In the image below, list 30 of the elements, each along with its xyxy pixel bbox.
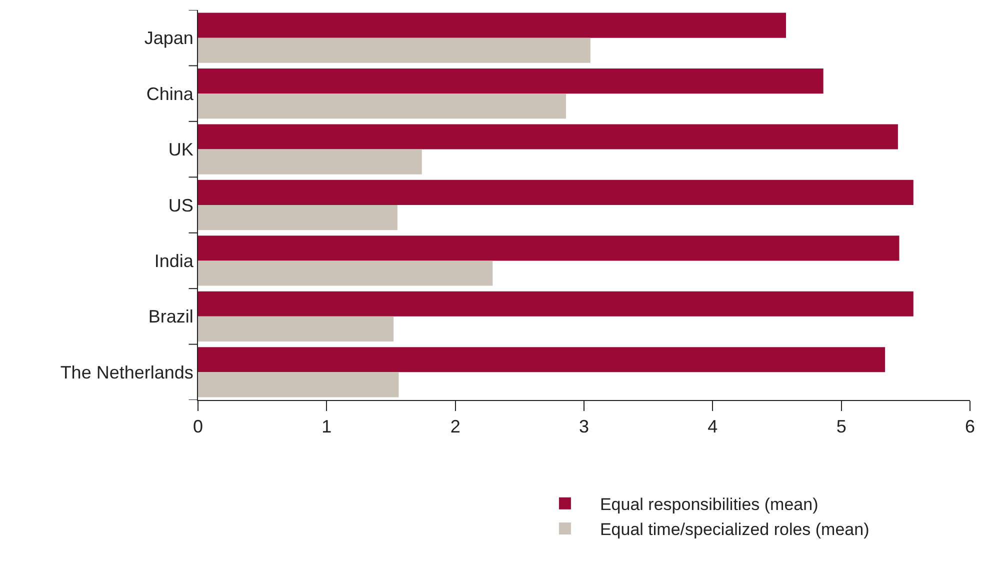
x-tick-label: 2: [450, 416, 460, 437]
x-tick-label: 4: [708, 416, 718, 437]
y-tick-label: US: [168, 195, 194, 216]
y-tick-label: China: [146, 84, 194, 104]
y-tick-label: The Netherlands: [60, 362, 194, 382]
bar: [198, 12, 786, 38]
bar: [198, 68, 824, 94]
bar: [198, 291, 914, 316]
bar: [198, 124, 898, 150]
bar: [198, 180, 914, 205]
y-tick-label: Brazil: [148, 306, 194, 327]
x-tick-label: 6: [964, 416, 976, 437]
y-tick-label: India: [154, 251, 194, 272]
y-tick-label: UK: [168, 140, 194, 160]
x-tick-label: 0: [192, 416, 204, 437]
x-tick-label: 1: [322, 416, 332, 437]
y-tick-label: Japan: [144, 28, 194, 48]
x-tick-label: 3: [578, 416, 590, 437]
legend-label: Equal responsibilities (mean): [600, 494, 818, 514]
bar: [198, 149, 422, 174]
bar: [198, 316, 394, 342]
bar: [198, 260, 493, 286]
x-tick-label: 5: [836, 416, 846, 437]
bar: [198, 38, 590, 63]
bar: [198, 94, 566, 119]
bar: [198, 372, 399, 398]
bar: [198, 205, 398, 230]
bar: [198, 347, 886, 372]
bar: [198, 236, 900, 261]
legend-label: Equal time/specialized roles (mean): [600, 520, 870, 540]
